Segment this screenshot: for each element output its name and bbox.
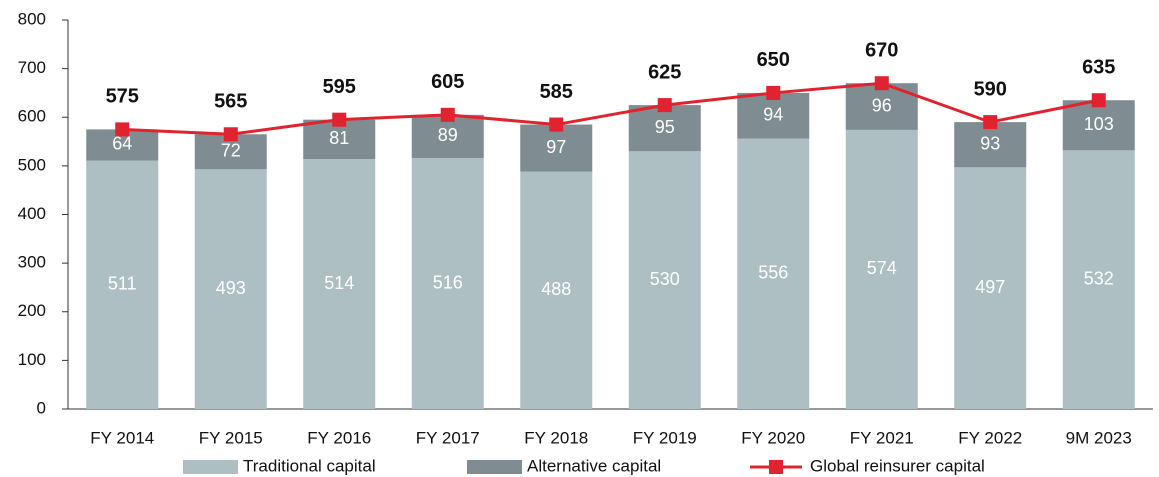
bar-segment — [628, 105, 701, 152]
legend-label: Traditional capital — [243, 456, 376, 475]
bar-segment — [954, 122, 1027, 168]
bar-segment — [628, 151, 701, 409]
line-marker — [1091, 93, 1106, 108]
bar-segment — [303, 159, 376, 409]
line-marker — [874, 76, 889, 91]
segment-label: 93 — [980, 133, 1000, 153]
total-label: 635 — [1082, 57, 1115, 79]
line — [122, 81, 1100, 136]
segment-label: 488 — [541, 279, 571, 299]
segment-label: 511 — [108, 274, 137, 294]
total-label: 595 — [323, 76, 356, 98]
y-tick-label: 400 — [18, 204, 46, 223]
line-marker — [983, 115, 998, 130]
x-tick-label: FY 2017 — [416, 428, 480, 447]
legend-label: Alternative capital — [527, 456, 661, 475]
total-label: 670 — [865, 39, 898, 61]
line-marker — [115, 122, 130, 137]
bar-segment — [411, 114, 484, 159]
bar-segment — [737, 138, 810, 409]
total-label: 605 — [431, 71, 464, 93]
y-tick-label: 100 — [18, 350, 46, 369]
x-tick-label: FY 2018 — [524, 428, 588, 447]
x-tick-label: FY 2020 — [741, 428, 805, 447]
total-label: 590 — [974, 78, 1007, 100]
segment-label: 72 — [221, 141, 241, 161]
bar-segment — [845, 129, 918, 409]
segment-label: 81 — [329, 128, 349, 148]
line-marker — [657, 98, 672, 113]
segment-label: 95 — [655, 117, 675, 137]
bar-segment — [520, 124, 593, 172]
segment-label: 64 — [112, 134, 132, 154]
segment-label: 516 — [433, 272, 463, 292]
x-tick-label: FY 2015 — [199, 428, 263, 447]
bar-segment — [737, 92, 810, 139]
x-tick-label: 9M 2023 — [1066, 428, 1132, 447]
y-tick-label: 600 — [18, 107, 46, 126]
y-tick-label: 800 — [18, 9, 46, 28]
x-tick-label: FY 2019 — [633, 428, 697, 447]
line-marker — [440, 107, 455, 122]
y-tick-label: 0 — [37, 398, 46, 417]
segment-label: 97 — [546, 137, 566, 157]
line-marker — [549, 117, 564, 132]
bar-segment — [520, 171, 593, 409]
segment-label: 514 — [324, 273, 354, 293]
y-tick-label: 200 — [18, 301, 46, 320]
total-label: 625 — [648, 61, 681, 83]
line-marker — [332, 112, 347, 127]
bar-segment — [411, 158, 484, 409]
bar-segment — [194, 169, 267, 409]
total-label: 565 — [214, 91, 247, 113]
bar-segment — [1062, 150, 1135, 409]
segment-label: 103 — [1084, 114, 1114, 134]
segment-label: 96 — [872, 95, 892, 115]
x-tick-label: FY 2022 — [958, 428, 1022, 447]
segment-label: 94 — [763, 105, 783, 125]
segment-label: 89 — [438, 125, 458, 145]
bar-segment — [1062, 100, 1135, 151]
x-tick-label: FY 2014 — [90, 428, 154, 447]
y-tick-label: 300 — [18, 253, 46, 272]
bar-segment — [954, 167, 1027, 409]
x-tick-label: FY 2021 — [850, 428, 914, 447]
y-tick-label: 500 — [18, 155, 46, 174]
segment-label: 556 — [758, 263, 788, 283]
segment-label: 493 — [216, 278, 246, 298]
total-label: 575 — [106, 86, 139, 108]
segment-label: 532 — [1084, 268, 1114, 288]
segment-label: 574 — [867, 258, 897, 278]
y-tick-label: 700 — [18, 58, 46, 77]
total-label: 585 — [540, 81, 573, 103]
legend-marker — [769, 460, 783, 474]
total-label: 650 — [757, 49, 790, 71]
segment-label: 530 — [650, 269, 680, 289]
x-tick-label: FY 2016 — [307, 428, 371, 447]
legend-label: Global reinsurer capital — [810, 456, 985, 475]
line-marker — [766, 85, 781, 100]
bar-segment — [86, 160, 159, 409]
legend-swatch — [183, 460, 238, 474]
legend-swatch — [467, 460, 522, 474]
segment-label: 497 — [975, 277, 1005, 297]
line-marker — [223, 127, 238, 142]
